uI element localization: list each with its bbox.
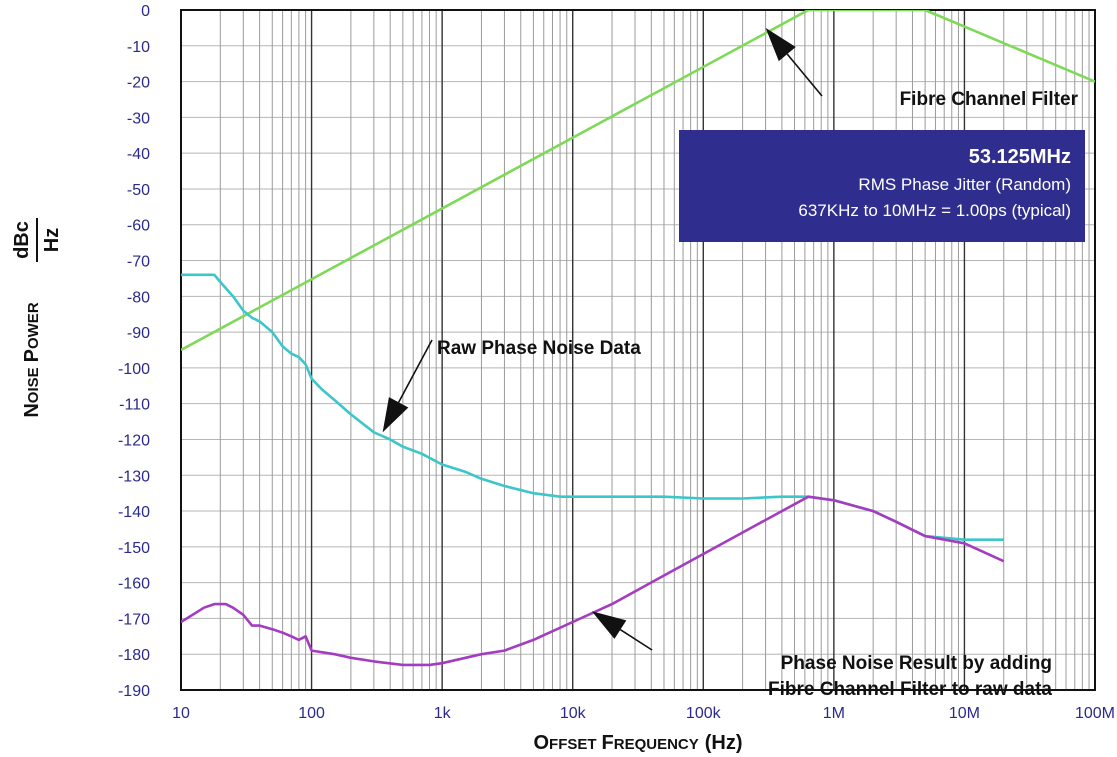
x-tick-label-2: 1k bbox=[434, 705, 452, 722]
arrow-head-raw_label bbox=[382, 397, 409, 433]
x-tick-label-1: 100 bbox=[298, 705, 325, 722]
x-axis-title-rest2: REQUENCY bbox=[614, 736, 699, 753]
info-frequency: 53.125MHz bbox=[968, 146, 1071, 168]
x-axis-title-cap1: O bbox=[533, 732, 549, 754]
y-axis-title-rest1: OISE bbox=[25, 367, 42, 403]
annotation-raw-label: Raw Phase Noise Data bbox=[437, 338, 641, 359]
x-axis-title-unit: (Hz) bbox=[705, 732, 743, 754]
grid bbox=[180, 9, 1095, 691]
info-jitter-type: RMS Phase Jitter (Random) bbox=[858, 175, 1071, 194]
y-tick-label-3: -30 bbox=[127, 110, 150, 127]
y-tick-label-14: -140 bbox=[118, 504, 150, 521]
y-tick-label-15: -150 bbox=[118, 540, 150, 557]
y-tick-label-19: -190 bbox=[118, 683, 150, 700]
series-group bbox=[181, 10, 1095, 667]
info-jitter-value: 637KHz to 10MHz = 1.00ps (typical) bbox=[798, 201, 1071, 220]
y-tick-label-10: -100 bbox=[118, 361, 150, 378]
arrow-head-result_label bbox=[591, 611, 627, 639]
x-tick-label-7: 100M bbox=[1075, 705, 1115, 722]
jitter-info-box: 53.125MHz RMS Phase Jitter (Random) 637K… bbox=[679, 130, 1085, 242]
x-tick-label-4: 100k bbox=[686, 705, 722, 722]
y-axis-title: NOISE POWER dBc Hz bbox=[11, 218, 63, 418]
y-axis-ticks: 0 -10 -20 -30 -40 -50 -60 -70 -80 -90 -100 -110 -120… bbox=[118, 3, 150, 700]
x-tick-label-0: 10 bbox=[172, 705, 190, 722]
series-line-result bbox=[181, 495, 1005, 667]
y-axis-title-cap1: N bbox=[21, 403, 43, 417]
y-tick-label-5: -50 bbox=[127, 182, 150, 199]
y-axis-title-rest2: OWER bbox=[25, 302, 42, 349]
y-tick-label-6: -60 bbox=[127, 218, 150, 235]
y-axis-unit-denominator: Hz bbox=[41, 228, 63, 252]
y-tick-label-2: -20 bbox=[127, 75, 150, 92]
arrow-line-raw_label bbox=[397, 339, 433, 403]
y-tick-label-16: -160 bbox=[118, 576, 150, 593]
x-axis-title-rest1: FFSET bbox=[549, 736, 597, 753]
y-tick-label-12: -120 bbox=[118, 432, 150, 449]
y-tick-label-11: -110 bbox=[119, 397, 150, 414]
y-tick-label-17: -170 bbox=[118, 611, 150, 628]
arrow-line-filter_label bbox=[786, 53, 823, 97]
y-tick-label-4: -40 bbox=[127, 146, 150, 163]
annotation-result-label-line2: Fibre Channel Filter to raw data bbox=[768, 679, 1052, 700]
y-axis-title-cap2: P bbox=[21, 349, 43, 362]
annotation-result-label-line1: Phase Noise Result by adding bbox=[781, 653, 1052, 674]
y-tick-label-0: 0 bbox=[141, 3, 150, 20]
x-tick-label-5: 1M bbox=[823, 705, 845, 722]
y-tick-label-13: -130 bbox=[118, 468, 150, 485]
x-axis-title: OFFSET FREQUENCY (Hz) bbox=[533, 732, 742, 754]
arrow-line-result_label bbox=[619, 628, 653, 651]
x-axis-title-cap2: F bbox=[602, 732, 614, 754]
y-axis-unit-numerator: dBc bbox=[11, 221, 33, 259]
annotation-filter-label: Fibre Channel Filter bbox=[900, 89, 1079, 110]
series-line-filter bbox=[181, 10, 1095, 352]
y-tick-label-8: -80 bbox=[127, 289, 150, 306]
x-tick-label-6: 10M bbox=[949, 705, 980, 722]
y-tick-label-18: -180 bbox=[118, 647, 150, 664]
arrow-head-filter_label bbox=[765, 27, 796, 62]
y-tick-label-1: -10 bbox=[127, 39, 150, 56]
annotation-arrows bbox=[382, 27, 823, 651]
y-axis-title-text: NOISE POWER bbox=[21, 302, 43, 417]
y-tick-label-7: -70 bbox=[127, 254, 150, 271]
x-axis-ticks: 10 100 1k 10k 100k 1M 10M 100M bbox=[172, 705, 1115, 722]
x-tick-label-3: 10k bbox=[560, 705, 587, 722]
series-line-raw bbox=[181, 273, 1004, 541]
y-tick-label-9: -90 bbox=[127, 325, 150, 342]
